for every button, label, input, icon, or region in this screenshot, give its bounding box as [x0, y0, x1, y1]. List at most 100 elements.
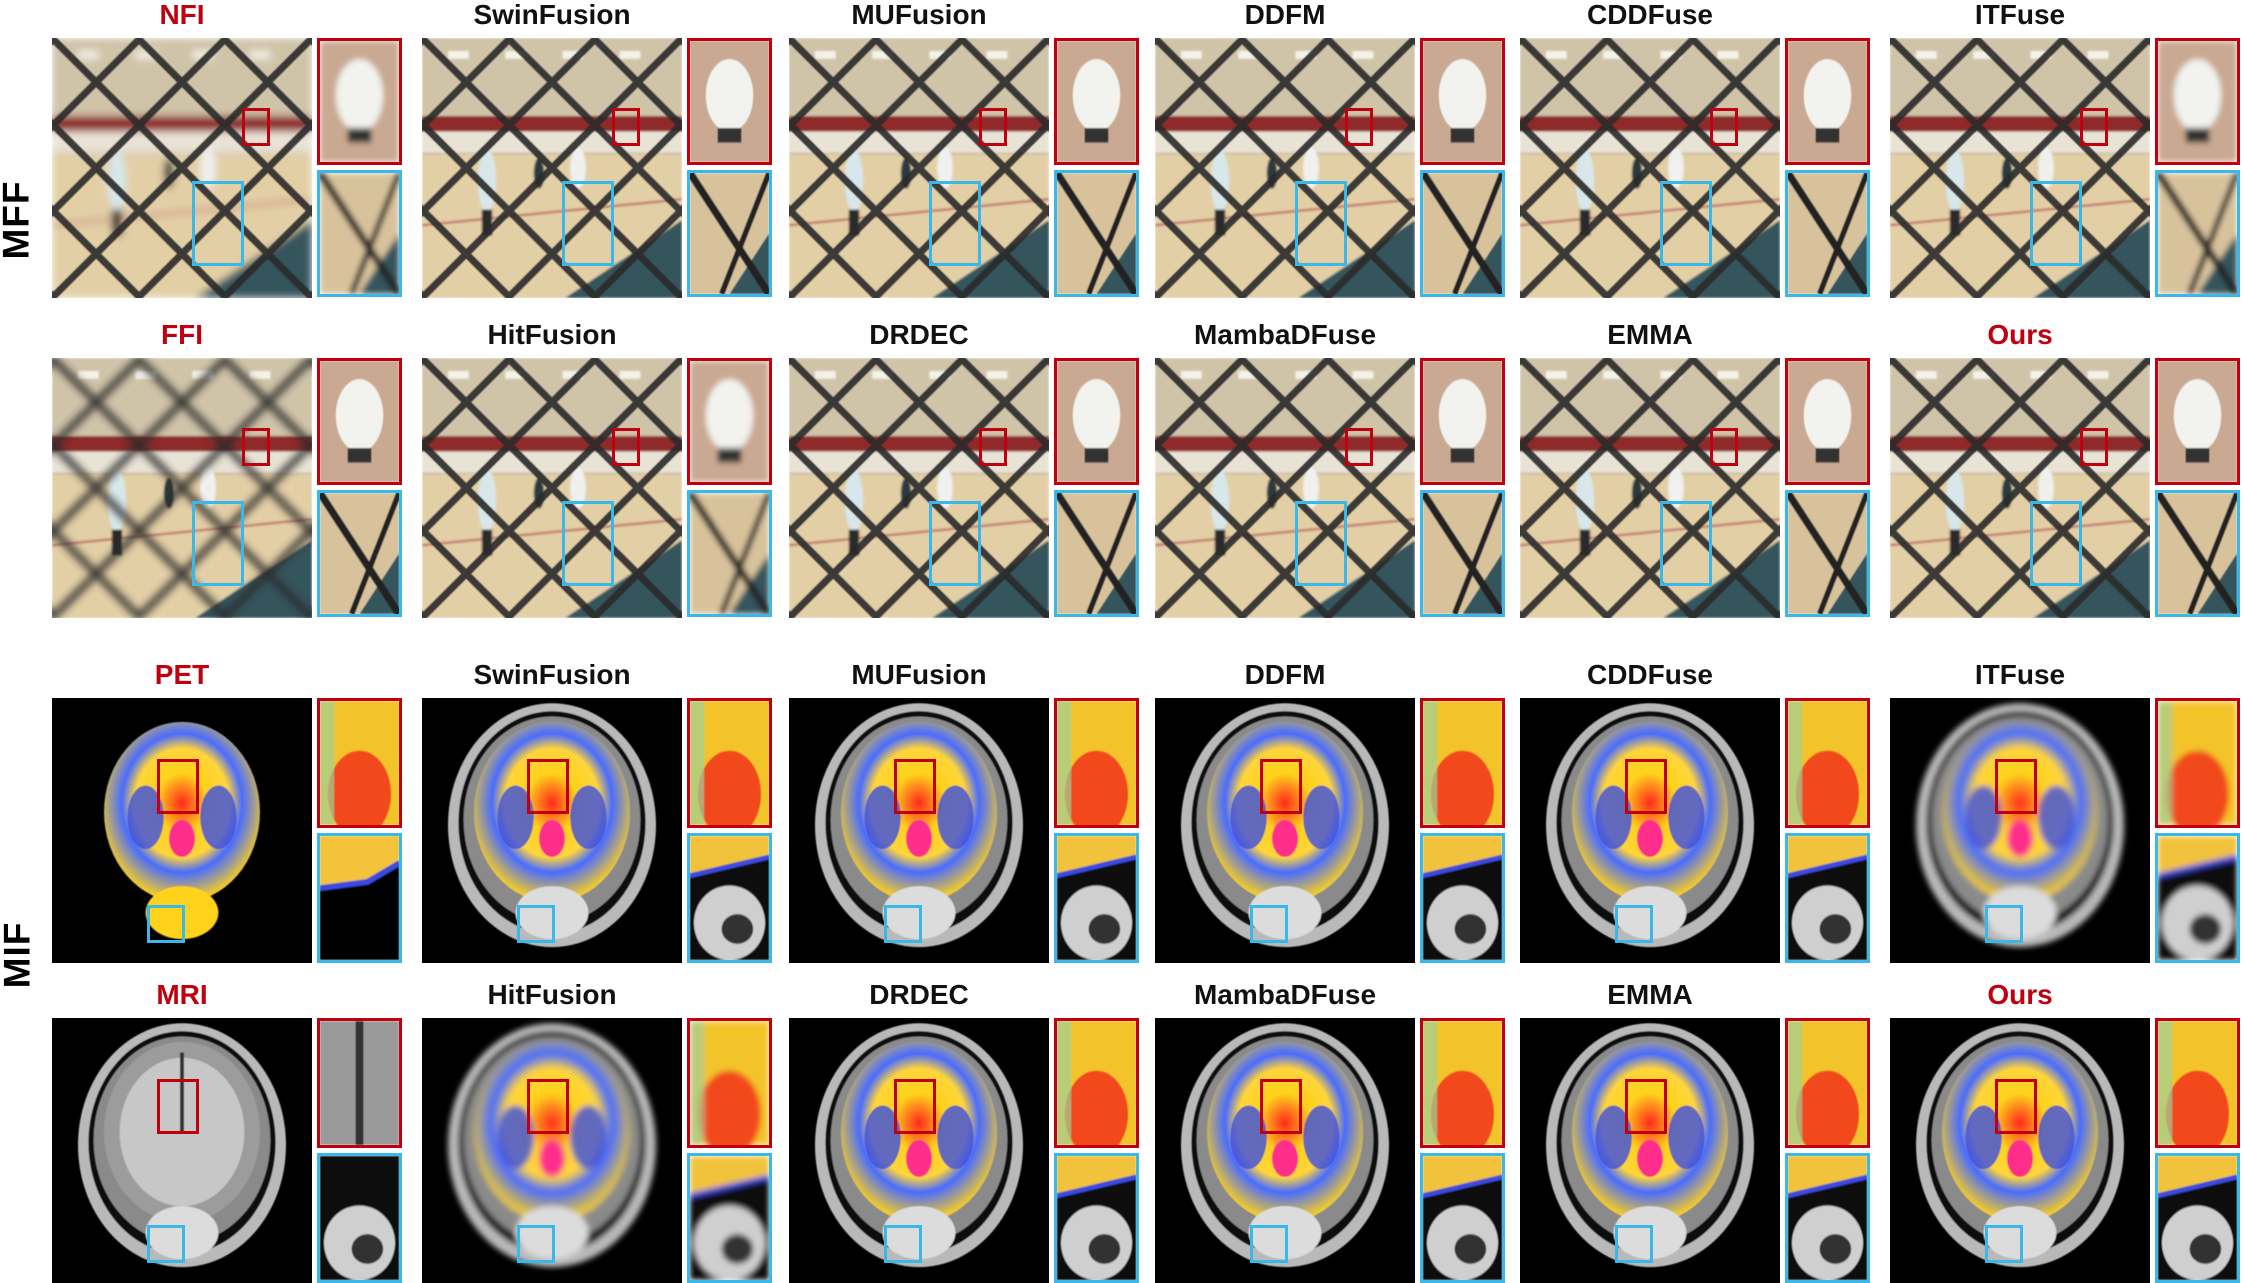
- method-panel: DDFM: [1155, 0, 1505, 298]
- roi-box-blue: [1615, 904, 1653, 943]
- method-title: ITFuse: [1974, 659, 2066, 690]
- zoom-inset-blue: [2155, 490, 2240, 617]
- method-title: DRDEC: [869, 319, 969, 350]
- method-panel: MambaDFuse: [1155, 320, 1505, 618]
- zoom-inset-blue: [1420, 1153, 1505, 1283]
- method-panel: EMMA: [1520, 320, 1870, 618]
- method-panel: FFI: [52, 319, 402, 618]
- fused-brain-image: [1155, 1018, 1415, 1283]
- fused-brain-image: [422, 1018, 682, 1283]
- roi-box-red: [157, 1078, 199, 1134]
- zoom-inset-blue: [2155, 1153, 2240, 1283]
- zoom-inset-blue: [1785, 1153, 1870, 1283]
- fused-brain-image: [1520, 1018, 1780, 1283]
- roi-box-blue: [1250, 904, 1288, 943]
- zoom-inset-red: [2155, 38, 2240, 165]
- method-panel: Ours: [1890, 320, 2240, 618]
- method-panel: DDFM: [1155, 659, 1505, 963]
- zoom-inset-blue: [2155, 170, 2240, 297]
- roi-box-red: [242, 428, 270, 467]
- method-panel: SwinFusion: [422, 0, 772, 298]
- zoom-inset-red: [687, 358, 772, 485]
- method-panel: Ours: [1890, 979, 2240, 1283]
- method-panel: HitFusion: [422, 980, 772, 1283]
- roi-box-red: [2080, 428, 2108, 467]
- zoom-inset-blue: [1420, 833, 1505, 963]
- method-panel: HitFusion: [422, 320, 772, 618]
- method-panel: CDDFuse: [1520, 0, 1870, 298]
- method-title: MRI: [156, 979, 208, 1010]
- roi-box-blue: [929, 181, 981, 266]
- zoom-inset-blue: [2155, 833, 2240, 963]
- zoom-inset-red: [317, 358, 402, 485]
- method-title: MUFusion: [851, 0, 987, 30]
- roi-box-blue: [1985, 904, 2023, 943]
- zoom-inset-blue: [687, 170, 772, 297]
- fused-scene-image: [789, 358, 1049, 618]
- method-panel: MUFusion: [789, 660, 1139, 963]
- zoom-inset-blue: [1785, 170, 1870, 297]
- zoom-inset-blue: [317, 1153, 402, 1283]
- zoom-inset-blue: [687, 490, 772, 617]
- roi-box-blue: [147, 1224, 185, 1263]
- roi-box-blue: [192, 501, 244, 586]
- roi-box-blue: [1660, 501, 1712, 586]
- method-title: Ours: [1987, 979, 2053, 1010]
- method-panel: CDDFuse: [1520, 660, 1870, 963]
- zoom-inset-red: [687, 698, 772, 828]
- roi-box-red: [1345, 428, 1373, 467]
- zoom-inset-blue: [1785, 490, 1870, 617]
- roi-box-blue: [1250, 1224, 1288, 1263]
- roi-box-red: [1260, 1078, 1302, 1134]
- zoom-inset-red: [1420, 1018, 1505, 1148]
- roi-box-blue: [147, 904, 185, 943]
- fused-brain-image: [52, 1018, 312, 1283]
- roi-box-red: [612, 428, 640, 467]
- fused-scene-image: [1155, 38, 1415, 298]
- roi-box-red: [1995, 1078, 2037, 1134]
- roi-box-red: [1625, 1078, 1667, 1134]
- method-title: DDFM: [1244, 0, 1326, 30]
- method-panel: DRDEC: [789, 319, 1139, 618]
- fused-scene-image: [789, 38, 1049, 298]
- method-title: EMMA: [1607, 979, 1693, 1010]
- roi-box-blue: [1295, 181, 1347, 266]
- zoom-inset-red: [317, 698, 402, 828]
- method-panel: MambaDFuse: [1155, 979, 1505, 1283]
- method-panel: NFI: [52, 0, 402, 298]
- method-panel: MUFusion: [789, 0, 1139, 298]
- method-title: FFI: [161, 319, 203, 350]
- section-label: MIF: [0, 650, 37, 1260]
- zoom-inset-blue: [1054, 490, 1139, 617]
- roi-box-red: [1625, 758, 1667, 814]
- zoom-inset-red: [1054, 698, 1139, 828]
- fused-scene-image: [1890, 38, 2150, 298]
- fused-scene-image: [1155, 358, 1415, 618]
- method-title: SwinFusion: [473, 0, 631, 30]
- method-panel: MRI: [52, 979, 402, 1283]
- fused-scene-image: [1520, 358, 1780, 618]
- roi-box-blue: [1615, 1224, 1653, 1263]
- roi-box-blue: [929, 501, 981, 586]
- fused-scene-image: [1520, 38, 1780, 298]
- method-title: DDFM: [1244, 659, 1326, 690]
- roi-box-blue: [1295, 501, 1347, 586]
- method-panel: PET: [52, 659, 402, 963]
- section-label-text: MFF: [0, 180, 37, 260]
- method-title: MambaDFuse: [1193, 979, 1377, 1010]
- roi-box-red: [1260, 758, 1302, 814]
- zoom-inset-red: [317, 38, 402, 165]
- zoom-inset-red: [1054, 1018, 1139, 1148]
- roi-box-red: [242, 108, 270, 147]
- zoom-inset-blue: [687, 1153, 772, 1283]
- roi-box-red: [1995, 758, 2037, 814]
- method-title: CDDFuse: [1586, 0, 1713, 30]
- method-title: ITFuse: [1974, 0, 2066, 30]
- zoom-inset-blue: [1420, 170, 1505, 297]
- method-title: PET: [154, 659, 210, 690]
- zoom-inset-red: [2155, 358, 2240, 485]
- fused-scene-image: [1890, 358, 2150, 618]
- method-panel: DRDEC: [789, 980, 1139, 1283]
- roi-box-red: [1710, 428, 1738, 467]
- zoom-inset-red: [1785, 698, 1870, 828]
